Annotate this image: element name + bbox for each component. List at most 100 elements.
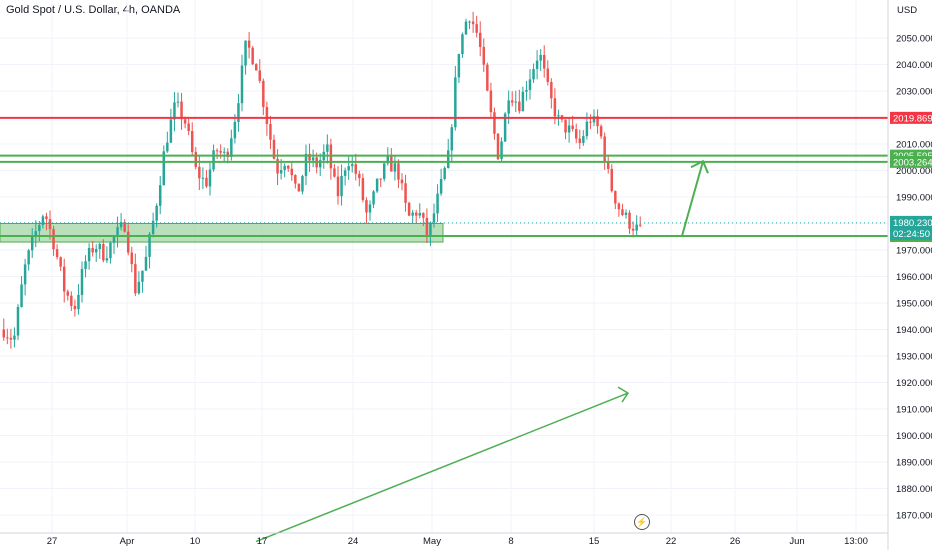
candle [521, 86, 525, 112]
candle-body [45, 216, 48, 220]
y-tick-label: 1970.000 [896, 246, 932, 257]
candle-body [393, 163, 397, 172]
candle-body [471, 21, 475, 25]
candle [418, 203, 422, 219]
candle [294, 174, 297, 189]
candle [23, 258, 27, 296]
candle-body [230, 138, 233, 157]
candle-body [336, 176, 340, 197]
candle-body [194, 152, 198, 167]
candle-body [333, 168, 336, 177]
candle [400, 173, 404, 191]
candle-body [510, 100, 514, 103]
candle-body [457, 54, 461, 78]
candle [631, 221, 635, 238]
candle-body [297, 183, 301, 192]
candle [486, 62, 489, 92]
candle-body [422, 212, 425, 218]
candle-body [198, 166, 201, 179]
candle [617, 202, 621, 217]
x-tick-label: 13:00 [844, 536, 868, 547]
candle-body [262, 80, 265, 108]
candle-body [254, 64, 258, 71]
y-tick-label: 2050.000 [896, 34, 932, 45]
candle [578, 129, 582, 150]
candle [439, 168, 443, 196]
candle [38, 221, 41, 242]
candle-body [94, 248, 98, 253]
candle-body [446, 150, 450, 168]
candle-body [500, 141, 503, 160]
candle-body [638, 224, 642, 226]
candle [141, 270, 144, 293]
candle [528, 69, 532, 100]
candle [361, 173, 365, 203]
candle [454, 65, 457, 131]
candle-body [621, 209, 624, 215]
candle-body [173, 102, 176, 120]
candle [286, 164, 290, 172]
candle-body [222, 151, 226, 153]
y-tick-label: 1930.000 [896, 352, 932, 363]
candle [262, 78, 265, 116]
candle [535, 50, 539, 80]
candle [148, 231, 151, 269]
current-price-label: 1980.230 [893, 218, 932, 229]
trend-arrow [255, 392, 629, 543]
candle [340, 164, 343, 206]
candle-body [162, 151, 166, 186]
candle-body [582, 136, 585, 143]
candle [343, 167, 347, 186]
candle [379, 178, 382, 188]
candle-body [116, 227, 119, 237]
candle-body [311, 157, 315, 161]
candle [422, 212, 425, 227]
y-tick-label: 2000.000 [896, 166, 932, 177]
candle [606, 154, 610, 174]
candle-body [244, 40, 247, 66]
candle [397, 159, 400, 189]
candle-body [532, 68, 535, 80]
candle [20, 276, 23, 308]
candle [290, 162, 294, 181]
candle [55, 244, 59, 260]
candle-body [226, 151, 230, 157]
candle [244, 40, 247, 75]
candle [610, 164, 614, 193]
candle-body [397, 163, 400, 180]
candle [382, 161, 386, 182]
candle [350, 155, 354, 173]
candle [254, 63, 258, 71]
candle [621, 203, 624, 217]
candle-body [286, 165, 290, 169]
candle-body [375, 178, 379, 192]
candle-body [368, 204, 372, 213]
candle-body [571, 125, 574, 130]
candle-body [70, 295, 73, 306]
candle [308, 143, 311, 172]
candle [222, 147, 226, 162]
candle-body [208, 169, 212, 187]
lightning-icon[interactable]: ⚡ [634, 514, 650, 530]
symbol-title: Gold Spot / U.S. Dollar, 4h, OANDA [6, 4, 181, 16]
candle [624, 209, 628, 219]
candle-body [624, 212, 628, 215]
candle-body [464, 21, 468, 35]
candle-body [215, 150, 219, 152]
candle [123, 219, 126, 233]
x-tick-label: 24 [348, 536, 359, 547]
x-tick-label: 17 [257, 536, 268, 547]
candle-body [141, 270, 144, 282]
candle-body [603, 136, 606, 163]
candle [326, 134, 329, 164]
candle [66, 289, 70, 301]
candle-body [48, 219, 52, 230]
candle [493, 107, 496, 140]
candle [532, 63, 535, 83]
candle-body [340, 175, 343, 197]
candle-body [265, 107, 269, 124]
candle [247, 31, 251, 59]
candle-body [326, 144, 329, 152]
level-2019.869-tag [890, 111, 932, 124]
